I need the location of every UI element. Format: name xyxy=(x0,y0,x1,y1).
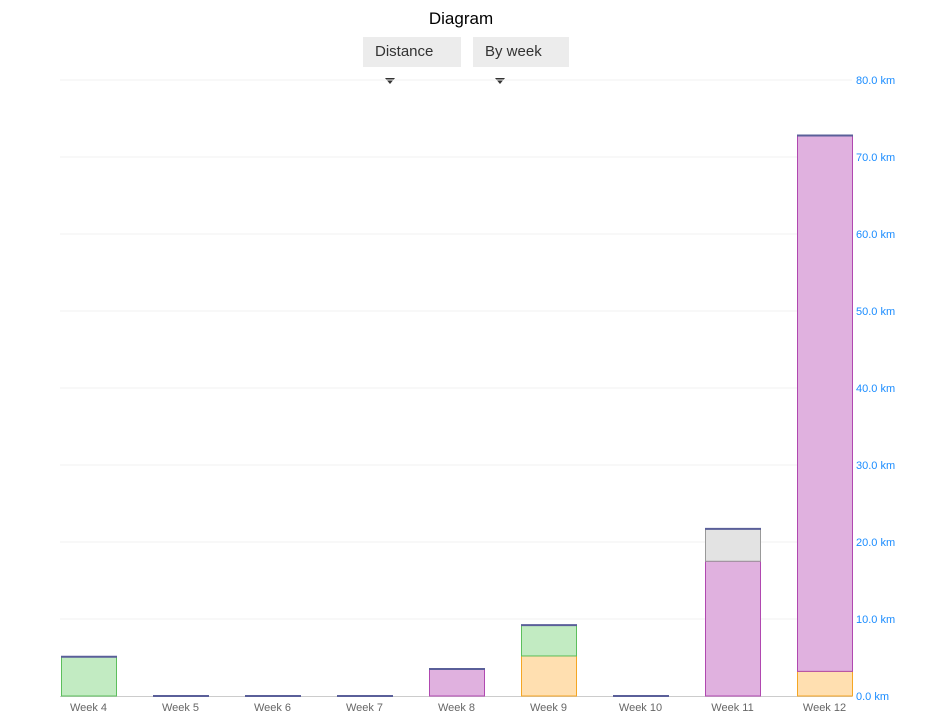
period-dropdown-label: By week xyxy=(485,43,542,60)
x-tick-label: Week 12 xyxy=(803,702,846,714)
y-tick-label: 50.0 km xyxy=(856,306,895,318)
metric-dropdown-label: Distance xyxy=(375,43,434,60)
x-tick-label: Week 4 xyxy=(70,702,107,714)
y-tick-label: 80.0 km xyxy=(856,75,895,87)
y-tick-label: 30.0 km xyxy=(856,460,895,472)
period-dropdown[interactable]: By week xyxy=(473,37,569,84)
x-tick-label: Week 8 xyxy=(438,702,475,714)
metric-dropdown[interactable]: Distance xyxy=(363,37,461,84)
y-tick-label: 0.0 km xyxy=(856,691,889,703)
bar-segment xyxy=(61,656,117,697)
bar-segment xyxy=(429,668,485,697)
bar-segment xyxy=(705,528,761,562)
bar-segment xyxy=(705,560,761,697)
x-tick-label: Week 9 xyxy=(530,702,567,714)
bar-segment xyxy=(521,655,577,697)
y-tick-label: 20.0 km xyxy=(856,537,895,549)
y-tick-label: 70.0 km xyxy=(856,152,895,164)
caret-down-icon xyxy=(495,78,505,84)
caret-down-icon xyxy=(385,78,395,84)
y-tick-label: 10.0 km xyxy=(856,614,895,626)
y-tick-label: 40.0 km xyxy=(856,383,895,395)
x-tick-label: Week 7 xyxy=(346,702,383,714)
x-tick-label: Week 11 xyxy=(711,702,753,714)
bar-segment xyxy=(797,670,853,697)
bar-segment xyxy=(521,624,577,657)
bar-segment xyxy=(797,134,853,672)
y-tick-label: 60.0 km xyxy=(856,229,895,241)
chart-title: Diagram xyxy=(428,9,494,28)
x-tick-label: Week 10 xyxy=(619,702,662,714)
x-tick-label: Week 6 xyxy=(254,702,291,714)
x-tick-label: Week 5 xyxy=(162,702,199,714)
